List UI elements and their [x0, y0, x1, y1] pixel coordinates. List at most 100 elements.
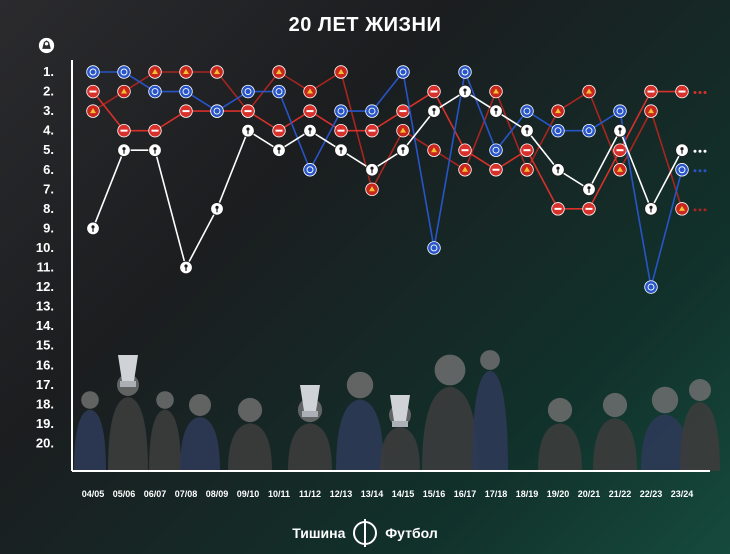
x-tick-label: 18/19 [516, 489, 539, 499]
y-tick-label: 17. [36, 377, 54, 392]
point-chelsea [148, 84, 162, 99]
point-arsenal [148, 123, 162, 138]
continuation-dot [698, 91, 702, 95]
x-tick-label: 22/23 [640, 489, 663, 499]
point-manutd [334, 65, 348, 79]
y-tick-label: 15. [36, 338, 54, 353]
point-arsenal [489, 163, 503, 177]
point-arsenal [551, 202, 565, 216]
manager-silhouette [228, 397, 272, 471]
x-tick-label: 23/24 [671, 489, 694, 499]
point-chelsea [489, 143, 503, 157]
manager-silhouette [680, 379, 720, 471]
point-arsenal [613, 143, 627, 157]
trophy-icon [118, 355, 138, 387]
point-arsenal [86, 84, 100, 99]
point-manutd [148, 65, 162, 79]
point-arsenal [365, 123, 379, 138]
x-tick-label: 15/16 [423, 489, 446, 499]
y-tick-label: 19. [36, 416, 54, 431]
point-tottenham [582, 182, 596, 197]
trophy-icon [390, 395, 410, 427]
point-manutd [582, 84, 596, 99]
x-tick-label: 19/20 [547, 489, 570, 499]
x-tick-label: 08/09 [206, 489, 229, 499]
manager-silhouette [593, 392, 637, 471]
continuation-dot [703, 149, 707, 153]
x-tick-label: 07/08 [175, 489, 198, 499]
point-manutd [86, 104, 100, 118]
point-tottenham [551, 163, 565, 177]
point-tottenham [675, 143, 689, 157]
point-arsenal [117, 123, 131, 138]
y-tick-label: 2. [43, 84, 54, 99]
manager-silhouette [641, 386, 689, 471]
footer-left: Тишина [292, 525, 346, 541]
footer-brand: Тишина Футбол [0, 519, 730, 547]
continuation-dot [703, 208, 707, 212]
point-arsenal [334, 123, 348, 138]
point-manutd [396, 123, 410, 138]
point-chelsea [582, 123, 596, 138]
point-manutd [117, 84, 131, 99]
point-arsenal [272, 123, 286, 138]
point-arsenal [179, 104, 193, 118]
y-tick-label: 7. [43, 181, 54, 196]
x-tick-label: 11/12 [299, 489, 321, 499]
series-tottenham [86, 84, 707, 275]
continuation-dot [693, 91, 697, 95]
x-tick-label: 05/06 [113, 489, 136, 499]
point-manutd [210, 65, 224, 79]
chart-title: 20 ЛЕТ ЖИЗНИ [288, 14, 442, 36]
continuation-dot [703, 91, 707, 95]
point-manutd [179, 65, 193, 79]
point-tottenham [241, 123, 255, 138]
point-chelsea [551, 123, 565, 138]
point-chelsea [334, 104, 348, 118]
point-tottenham [613, 123, 627, 138]
point-manutd [520, 163, 534, 177]
point-tottenham [365, 163, 379, 177]
point-arsenal [241, 104, 255, 118]
point-manutd [303, 84, 317, 99]
x-tick-label: 06/07 [144, 489, 167, 499]
point-chelsea [179, 84, 193, 99]
manager-silhouette [149, 391, 181, 471]
continuation-dot [693, 208, 697, 212]
x-tick-label: 09/10 [237, 489, 260, 499]
point-arsenal [396, 104, 410, 118]
point-tottenham [303, 123, 317, 138]
trophy-icon [300, 385, 320, 417]
point-chelsea [210, 104, 224, 118]
x-tick-label: 10/11 [268, 489, 290, 499]
axes: 1. 2. 3. 4. 5. 6. 7. 8. 9. 10. 11. 12. 13. 14. 15. 16. 1… [36, 60, 710, 499]
series-lines [86, 65, 707, 294]
point-arsenal [303, 104, 317, 118]
point-arsenal [582, 202, 596, 216]
point-tottenham [458, 84, 472, 99]
y-tick-label: 9. [43, 220, 54, 235]
point-chelsea [675, 163, 689, 177]
point-chelsea [86, 65, 100, 79]
point-tottenham [179, 260, 193, 275]
x-tick-label: 21/22 [609, 489, 632, 499]
series-arsenal [86, 84, 707, 216]
point-tottenham [272, 143, 286, 157]
point-tottenham [520, 123, 534, 138]
manager-silhouette [108, 374, 148, 471]
point-arsenal [520, 143, 534, 157]
continuation-dot [698, 169, 702, 173]
manager-silhouette [336, 371, 384, 471]
continuation-dot [698, 149, 702, 153]
point-tottenham [210, 202, 224, 216]
manager-silhouette [538, 397, 582, 471]
point-chelsea [241, 84, 255, 99]
y-tick-label: 4. [43, 123, 54, 138]
y-tick-label: 8. [43, 201, 54, 216]
point-tottenham [117, 143, 131, 157]
continuation-dot [698, 208, 702, 212]
point-tottenham [427, 104, 441, 118]
point-chelsea [396, 65, 410, 79]
y-tick-label: 13. [36, 299, 54, 314]
